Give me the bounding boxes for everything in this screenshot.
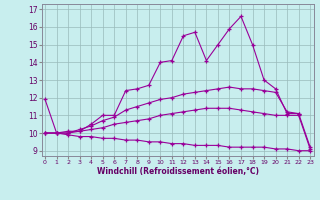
X-axis label: Windchill (Refroidissement éolien,°C): Windchill (Refroidissement éolien,°C) bbox=[97, 167, 259, 176]
